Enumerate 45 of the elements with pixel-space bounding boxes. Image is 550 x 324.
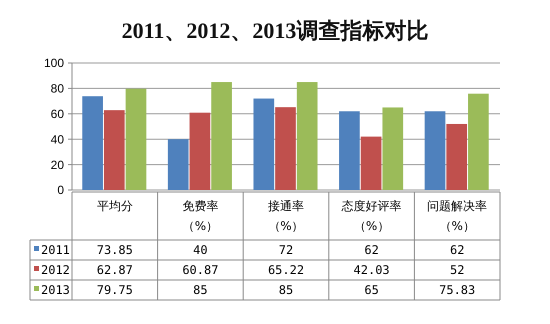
x-tick-label: 接通率（%） — [268, 199, 304, 233]
data-label: 65.22 — [268, 263, 304, 277]
bar — [104, 110, 125, 190]
bar — [468, 94, 489, 190]
y-tick-label: 40 — [50, 132, 64, 146]
x-tick-label: 问题解决率（%） — [427, 199, 488, 233]
bar — [211, 82, 232, 190]
data-label: 60.87 — [182, 263, 218, 277]
data-label: 52 — [450, 263, 464, 277]
bar — [446, 124, 468, 190]
y-tick-label: 20 — [50, 158, 64, 172]
x-tick-label: 平均分 — [96, 199, 133, 213]
data-label: 40 — [193, 243, 208, 257]
bar — [296, 82, 318, 190]
data-label: 62 — [450, 243, 464, 257]
bar — [339, 111, 360, 190]
bar — [82, 96, 103, 190]
data-label: 85 — [278, 283, 294, 297]
data-label: 73.85 — [96, 243, 133, 257]
data-label: 72 — [278, 243, 294, 257]
data-label: 79.75 — [96, 283, 133, 297]
y-tick-label: 80 — [50, 82, 64, 96]
bar — [126, 88, 146, 190]
legend-label: 2011 — [41, 243, 70, 257]
bar — [275, 107, 296, 190]
bar — [190, 112, 210, 190]
bar — [253, 98, 274, 190]
legend-label: 2013 — [41, 283, 70, 297]
data-label: 65 — [364, 283, 379, 297]
bar — [168, 139, 189, 190]
bar — [424, 111, 446, 190]
x-tick-label: 态度好评率（%） — [340, 199, 402, 233]
y-tick-label: 60 — [50, 107, 64, 121]
chart-title: 2011、2012、2013调查指标对比 — [122, 18, 428, 43]
y-tick-label: 100 — [44, 56, 64, 70]
y-tick-label: 0 — [57, 183, 64, 198]
bar — [360, 136, 382, 190]
data-label: 75.83 — [439, 283, 476, 297]
data-label: 42.03 — [354, 263, 390, 277]
data-label: 62.87 — [96, 263, 133, 277]
x-tick-label: 免费率（%） — [182, 199, 218, 233]
bar — [382, 107, 404, 190]
legend-label: 2012 — [41, 263, 70, 277]
data-label: 85 — [193, 283, 208, 297]
data-label: 62 — [364, 243, 379, 257]
